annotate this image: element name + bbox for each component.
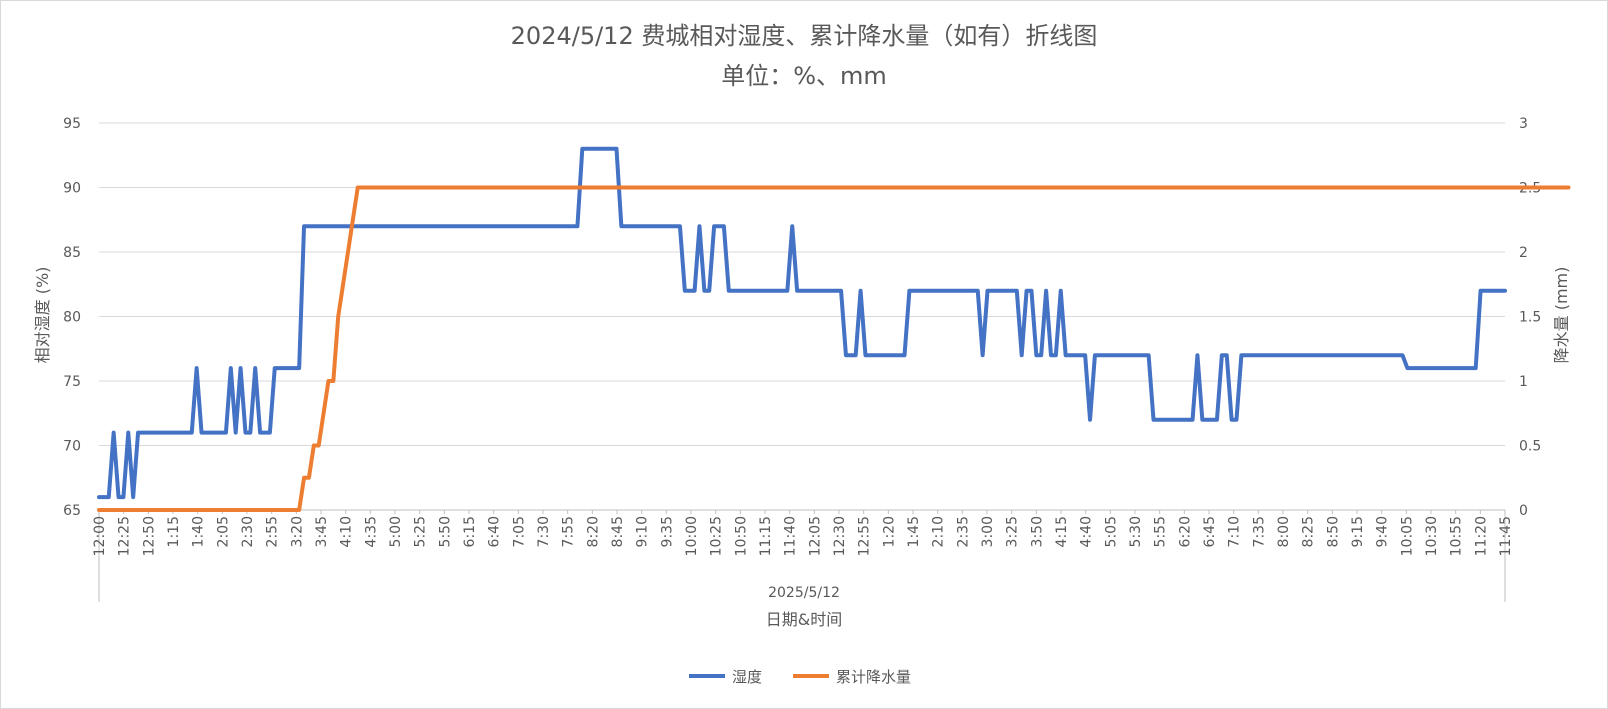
right-axis-tick-label: 0.5 — [1519, 439, 1541, 455]
x-tick-label: 9:10 — [635, 516, 651, 547]
x-tick-label: 7:55 — [561, 516, 577, 547]
x-tick-label: 8:00 — [1276, 516, 1292, 547]
left-axis-ticks: 65 70 75 80 85 90 95 — [63, 116, 81, 519]
x-tick-label: 3:25 — [1005, 516, 1021, 547]
x-tick-label: 7:05 — [511, 516, 527, 547]
x-tick-label: 6:40 — [487, 516, 503, 547]
x-tick-label: 2:05 — [215, 516, 231, 547]
x-tick-label: 8:20 — [585, 516, 601, 547]
x-tick-label: 2:10 — [931, 516, 947, 547]
x-axis-title: 日期&时间 — [766, 610, 842, 629]
chart-title: 2024/5/12 费城相对湿度、累计降水量（如有）折线图 — [511, 22, 1098, 50]
x-tick-label: 10:25 — [709, 516, 725, 556]
right-axis-ticks: 00.511.522.53 — [1519, 116, 1541, 519]
right-axis-tick-label: 1.5 — [1519, 310, 1541, 326]
right-axis-title: 降水量 (mm) — [1552, 267, 1571, 364]
x-tick-label: 10:05 — [1399, 516, 1415, 556]
x-tick-label: 9:15 — [1350, 516, 1366, 547]
left-axis-tick-label: 70 — [63, 439, 81, 455]
series-layer — [97, 146, 1571, 512]
x-tick-label: 3:50 — [1029, 516, 1045, 547]
right-axis-tick-label: 2 — [1519, 245, 1528, 261]
x-tick-label: 12:50 — [141, 516, 157, 556]
x-tick-label: 11:40 — [783, 516, 799, 556]
right-axis-tick-label: 0 — [1519, 503, 1528, 519]
left-axis-tick-label: 90 — [63, 181, 81, 197]
left-axis-tick-label: 95 — [63, 116, 81, 132]
x-tick-label: 9:35 — [659, 516, 675, 547]
x-tick-label: 10:30 — [1424, 516, 1440, 556]
humidity-series-line — [97, 146, 1507, 500]
x-tick-label: 5:55 — [1153, 516, 1169, 547]
x-tick-label: 4:35 — [363, 516, 379, 547]
x-tick-label: 8:25 — [1301, 516, 1317, 547]
x-tick-label: 3:45 — [314, 516, 330, 547]
x-tick-label: 2:55 — [265, 516, 281, 547]
chart-subtitle: 单位：%、mm — [721, 62, 887, 90]
x-tick-label: 3:20 — [289, 516, 305, 547]
x-tick-label: 4:15 — [1054, 516, 1070, 547]
x-tick-label: 12:05 — [807, 516, 823, 556]
x-tick-label: 11:15 — [758, 516, 774, 556]
x-tick-label: 10:00 — [684, 516, 700, 556]
x-tick-label: 4:10 — [339, 516, 355, 547]
x-tick-label: 9:40 — [1375, 516, 1391, 547]
legend-label-humidity: 湿度 — [732, 668, 762, 686]
x-tick-label: 7:10 — [1227, 516, 1243, 547]
left-axis-tick-label: 85 — [63, 245, 81, 261]
x-tick-label: 11:20 — [1473, 516, 1489, 556]
x-tick-label: 8:50 — [1325, 516, 1341, 547]
x-tick-label: 2:30 — [240, 516, 256, 547]
x-tick-label: 1:40 — [191, 516, 207, 547]
gridlines — [98, 122, 1506, 602]
x-group-label: 2025/5/12 — [768, 585, 840, 601]
legend: 湿度 累计降水量 — [689, 668, 911, 686]
precipitation-series-line — [97, 185, 1571, 512]
x-tick-label: 12:30 — [832, 516, 848, 556]
right-axis-tick-label: 3 — [1519, 116, 1528, 132]
x-tick-label: 4:40 — [1079, 516, 1095, 547]
x-tick-label: 6:15 — [462, 516, 478, 547]
x-tick-label: 5:00 — [388, 516, 404, 547]
x-tick-label: 5:05 — [1103, 516, 1119, 547]
x-tick-label: 12:25 — [117, 516, 133, 556]
x-tick-label: 1:45 — [906, 516, 922, 547]
x-tick-label: 1:20 — [881, 516, 897, 547]
x-tick-label: 12:55 — [857, 516, 873, 556]
x-tick-label: 3:00 — [980, 516, 996, 547]
left-axis-tick-label: 65 — [63, 503, 81, 519]
x-tick-label: 5:30 — [1128, 516, 1144, 547]
x-tick-label: 6:45 — [1202, 516, 1218, 547]
left-axis-tick-label: 75 — [63, 374, 81, 390]
x-tick-label: 1:15 — [166, 516, 182, 547]
x-tick-label: 8:45 — [610, 516, 626, 547]
x-tick-label: 10:55 — [1449, 516, 1465, 556]
x-tick-label: 11:45 — [1498, 516, 1514, 556]
left-axis-tick-label: 80 — [63, 310, 81, 326]
x-axis-ticks: 12:00 12:25 12:50 1:15 1:40 2:05 2:30 2:55 3:20 3… — [92, 510, 1514, 556]
x-tick-label: 12:00 — [92, 516, 108, 556]
x-tick-label: 6:20 — [1177, 516, 1193, 547]
x-tick-label: 10:50 — [733, 516, 749, 556]
x-tick-label: 2:35 — [955, 516, 971, 547]
x-tick-label: 5:25 — [413, 516, 429, 547]
x-tick-label: 7:30 — [536, 516, 552, 547]
left-axis-title: 相对湿度 (%) — [33, 267, 52, 364]
x-tick-label: 7:35 — [1251, 516, 1267, 547]
right-axis-tick-label: 1 — [1519, 374, 1528, 390]
x-tick-label: 5:50 — [437, 516, 453, 547]
legend-label-precip: 累计降水量 — [836, 668, 911, 686]
